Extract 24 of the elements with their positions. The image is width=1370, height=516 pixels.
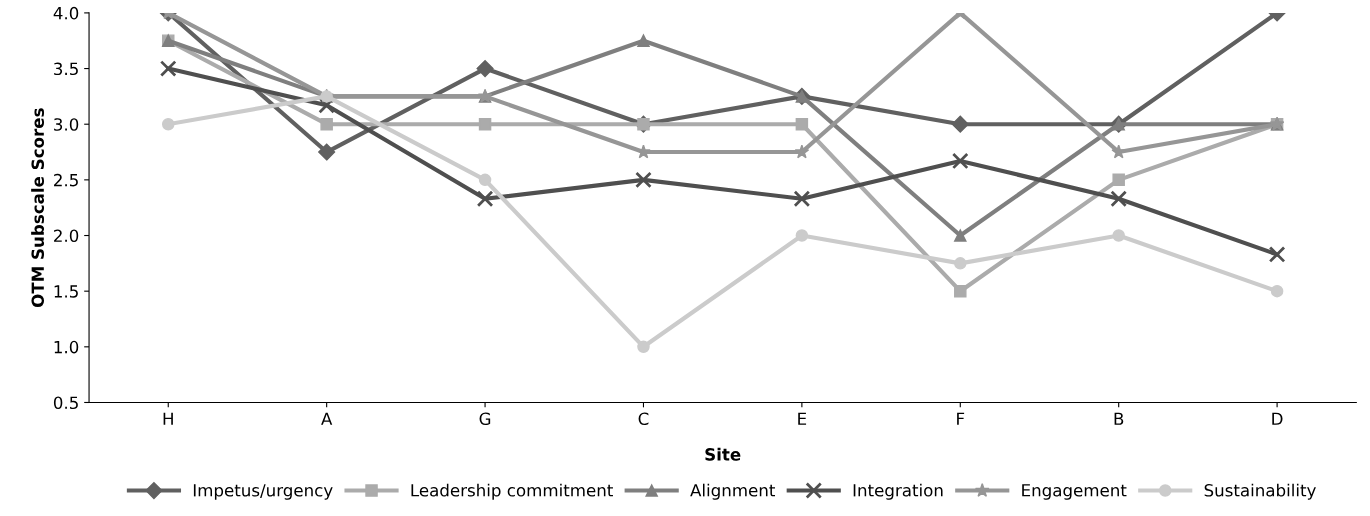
x-axis-title: Site: [705, 447, 741, 461]
x-tick-label: E: [798, 412, 807, 425]
y-tick-label: 2.5: [54, 173, 78, 187]
legend-label: Alignment: [690, 483, 776, 500]
y-tick-label: 1.0: [54, 340, 79, 354]
y-tick-label: 1.5: [54, 285, 78, 298]
x-tick-label: F: [957, 412, 965, 425]
x-tick-label: C: [638, 412, 649, 426]
x-tick-label: G: [479, 412, 491, 426]
y-tick-label: 3.5: [54, 62, 78, 76]
legend-label: Sustainability: [1204, 483, 1316, 500]
y-tick-label: 3.0: [54, 118, 79, 131]
legend-label: Engagement: [1022, 484, 1127, 500]
y-tick-label: 0.5: [53, 396, 78, 410]
x-tick-label: A: [321, 412, 333, 425]
legend-label: Integration: [853, 483, 943, 500]
x-tick-label: D: [1272, 412, 1283, 425]
y-tick-label: 2.0: [54, 229, 79, 243]
x-tick-label: B: [1114, 412, 1124, 425]
x-tick-label: H: [163, 412, 173, 425]
y-tick-label: 4.0: [53, 6, 79, 20]
legend-label: Impetus/urgency: [193, 484, 333, 500]
y-axis-title: OTM Subscale Scores: [31, 108, 45, 308]
legend-label: Leadership commitment: [411, 483, 613, 500]
